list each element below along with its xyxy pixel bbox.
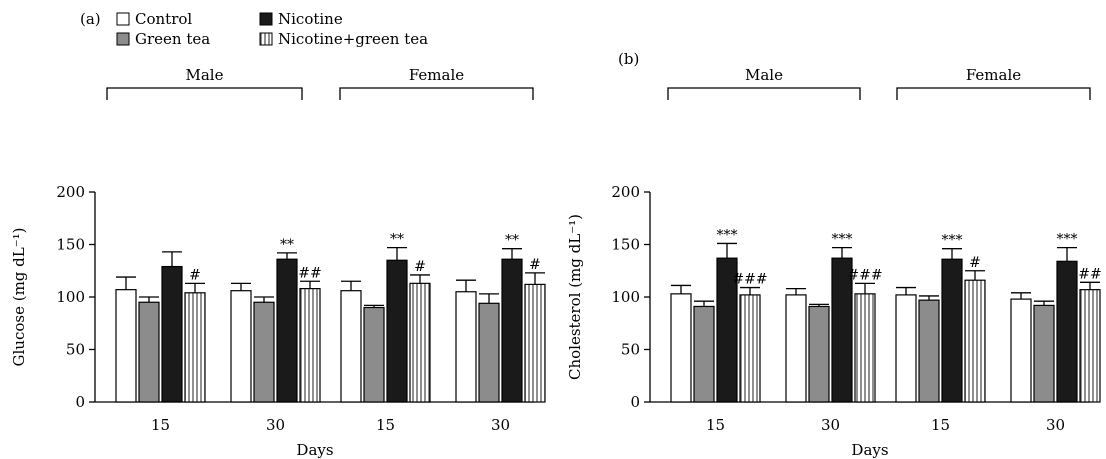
bar: [502, 259, 522, 402]
significance-label: #: [529, 257, 541, 273]
y-tick-label: 0: [75, 393, 85, 411]
y-tick-label: 150: [611, 236, 640, 254]
legend-swatch-nicotine-green-tea: [260, 33, 272, 45]
bar: [1011, 299, 1031, 402]
bar: [919, 300, 939, 402]
significance-label: ***: [717, 227, 738, 243]
x-axis-label: Days: [851, 441, 888, 459]
panel-label: (b): [618, 50, 639, 68]
panel-glucose: (a) 0 50 100 150 200 Glucose (mg dL⁻¹) Days Male…: [10, 10, 545, 459]
x-tick-label: 30: [491, 416, 510, 434]
bar: [410, 283, 430, 402]
significance-label: ##: [1078, 266, 1101, 282]
significance-label: ***: [942, 233, 963, 249]
legend-item-nicotine: Nicotine: [260, 10, 343, 28]
x-tick-label: 15: [931, 416, 950, 434]
y-tick-label: 100: [611, 288, 640, 306]
y-tick-label: 0: [630, 393, 640, 411]
bar: [479, 303, 499, 402]
legend-swatch-green-tea: [117, 33, 129, 45]
significance-label: ***: [1057, 232, 1078, 248]
y-axis-label: Glucose (mg dL⁻¹): [10, 227, 28, 366]
bar: [277, 259, 297, 402]
bar: [300, 289, 320, 402]
legend: Control Nicotine Green tea Nicotine+gree…: [117, 10, 428, 48]
bar: [116, 290, 136, 402]
y-tick-label: 50: [66, 341, 85, 359]
bar: [162, 267, 182, 402]
x-tick-label: 30: [266, 416, 285, 434]
panel-label: (a): [80, 10, 101, 28]
x-tick-label: 30: [1046, 416, 1065, 434]
significance-label: **: [390, 232, 404, 248]
y-tick-label: 150: [56, 236, 85, 254]
significance-label: ###: [732, 272, 767, 288]
bar: [341, 291, 361, 402]
bar: [694, 306, 714, 402]
y-tick-label: 200: [56, 183, 85, 201]
bar: [364, 308, 384, 403]
bar: [1080, 290, 1100, 402]
y-axis-label: Cholesterol (mg dL⁻¹): [566, 214, 584, 380]
bar: [809, 306, 829, 402]
bar: [525, 284, 545, 402]
significance-label: #: [414, 259, 426, 275]
panel-cholesterol: (b) 0 50 100 150 200 Cholesterol (mg dL⁻¹) Days…: [566, 50, 1102, 459]
group-bracket-label: Female: [409, 66, 464, 84]
legend-item-green-tea: Green tea: [117, 30, 210, 48]
legend-label-control: Control: [135, 10, 192, 28]
bar: [965, 280, 985, 402]
group-bracket: [668, 88, 860, 100]
group-bracket-label: Male: [186, 66, 224, 84]
legend-label-nicotine: Nicotine: [278, 10, 343, 28]
x-axis-label: Days: [296, 441, 333, 459]
significance-label: **: [505, 233, 519, 249]
bar: [254, 302, 274, 402]
bar: [786, 295, 806, 402]
x-tick-label: 15: [376, 416, 395, 434]
significance-label: **: [280, 237, 294, 253]
bar: [139, 302, 159, 402]
legend-label-nicotine-green-tea: Nicotine+green tea: [278, 30, 428, 48]
group-bracket-label: Male: [745, 66, 783, 84]
significance-label: #: [189, 267, 201, 283]
x-tick-label: 30: [821, 416, 840, 434]
y-tick-label: 50: [621, 341, 640, 359]
bar: [896, 295, 916, 402]
x-tick-label: 15: [706, 416, 725, 434]
legend-swatch-nicotine: [260, 13, 272, 25]
y-tick-label: 100: [56, 288, 85, 306]
bar: [456, 292, 476, 402]
group-bracket: [107, 88, 302, 100]
significance-label: ***: [832, 232, 853, 248]
bar: [185, 293, 205, 402]
bar: [740, 295, 760, 402]
significance-label: ###: [847, 267, 882, 283]
legend-label-green-tea: Green tea: [135, 30, 210, 48]
significance-label: #: [969, 255, 981, 271]
bar: [1057, 261, 1077, 402]
bar: [1034, 305, 1054, 402]
legend-item-control: Control: [117, 10, 192, 28]
group-bracket: [897, 88, 1090, 100]
group-bracket: [340, 88, 533, 100]
bar: [231, 291, 251, 402]
bar: [671, 294, 691, 402]
significance-label: ##: [298, 265, 321, 281]
group-bracket-label: Female: [966, 66, 1021, 84]
x-tick-label: 15: [151, 416, 170, 434]
bar: [855, 294, 875, 402]
bar: [387, 260, 407, 402]
legend-swatch-control: [117, 13, 129, 25]
bar: [942, 259, 962, 402]
legend-item-nicotine-green-tea: Nicotine+green tea: [260, 30, 428, 48]
y-tick-label: 200: [611, 183, 640, 201]
